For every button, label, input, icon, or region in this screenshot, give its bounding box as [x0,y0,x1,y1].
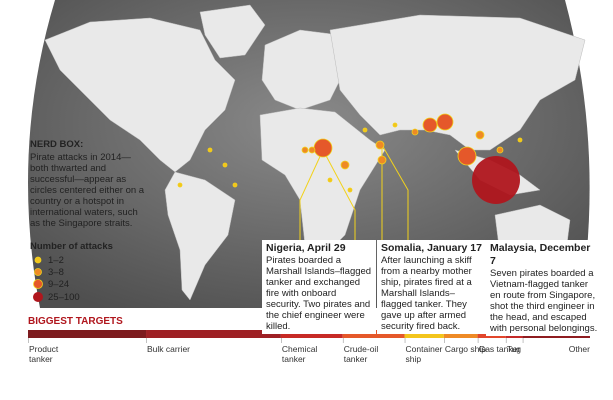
bar-segment [28,330,147,338]
nerd-box-title: NERD BOX: [30,139,84,150]
bar-label: Container ship [405,344,443,364]
callout-text: Pirates boarded a Marshall Islands–flagg… [266,255,372,332]
callout: Nigeria, April 29 Pirates boarded a Marsh… [262,240,376,334]
land [44,4,586,301]
bar-label: Tug [506,344,522,354]
callout-text: After launching a skiff from a nearby mo… [381,255,472,332]
callout-title: Malaysia, December 7 [490,242,591,267]
legend-item: 1–2 [48,255,64,266]
bar-label: Bulk carrier [147,344,190,354]
legend-item: 3–8 [48,267,64,278]
callout: Somalia, January 17 After launching a ski… [377,240,487,334]
callout-title: Somalia, January 17 [381,242,482,254]
legend-symbols [33,256,43,302]
bar-title: BIGGEST TARGETS [28,316,123,327]
bar-segment [146,330,281,338]
bar-label: Other [568,344,590,354]
bar-segment [443,330,478,338]
bar-label: Product tanker [29,344,59,364]
legend-item: 25–100 [48,292,80,303]
legend-title: Number of attacks [30,241,113,252]
bar-segment [280,330,343,338]
attack-markers [177,113,523,204]
callout-text: Seven pirates boarded a Vietnam-flagged … [490,268,598,334]
callout: Malaysia, December 7 Seven pirates boarde… [486,240,602,336]
bar-segment [404,330,444,338]
legend-item: 9–24 [48,279,70,290]
bar-label: Crude-oil tanker [343,344,379,364]
bar-label: Chemical tanker [281,344,318,364]
callout-title: Nigeria, April 29 [266,242,346,254]
bar-label: Gas tanker [478,344,521,354]
nerd-box-text: Pirate attacks in 2014—both thwarted and… [30,152,145,229]
bar-segment [342,330,405,338]
bar-label: Cargo ship [444,344,486,354]
